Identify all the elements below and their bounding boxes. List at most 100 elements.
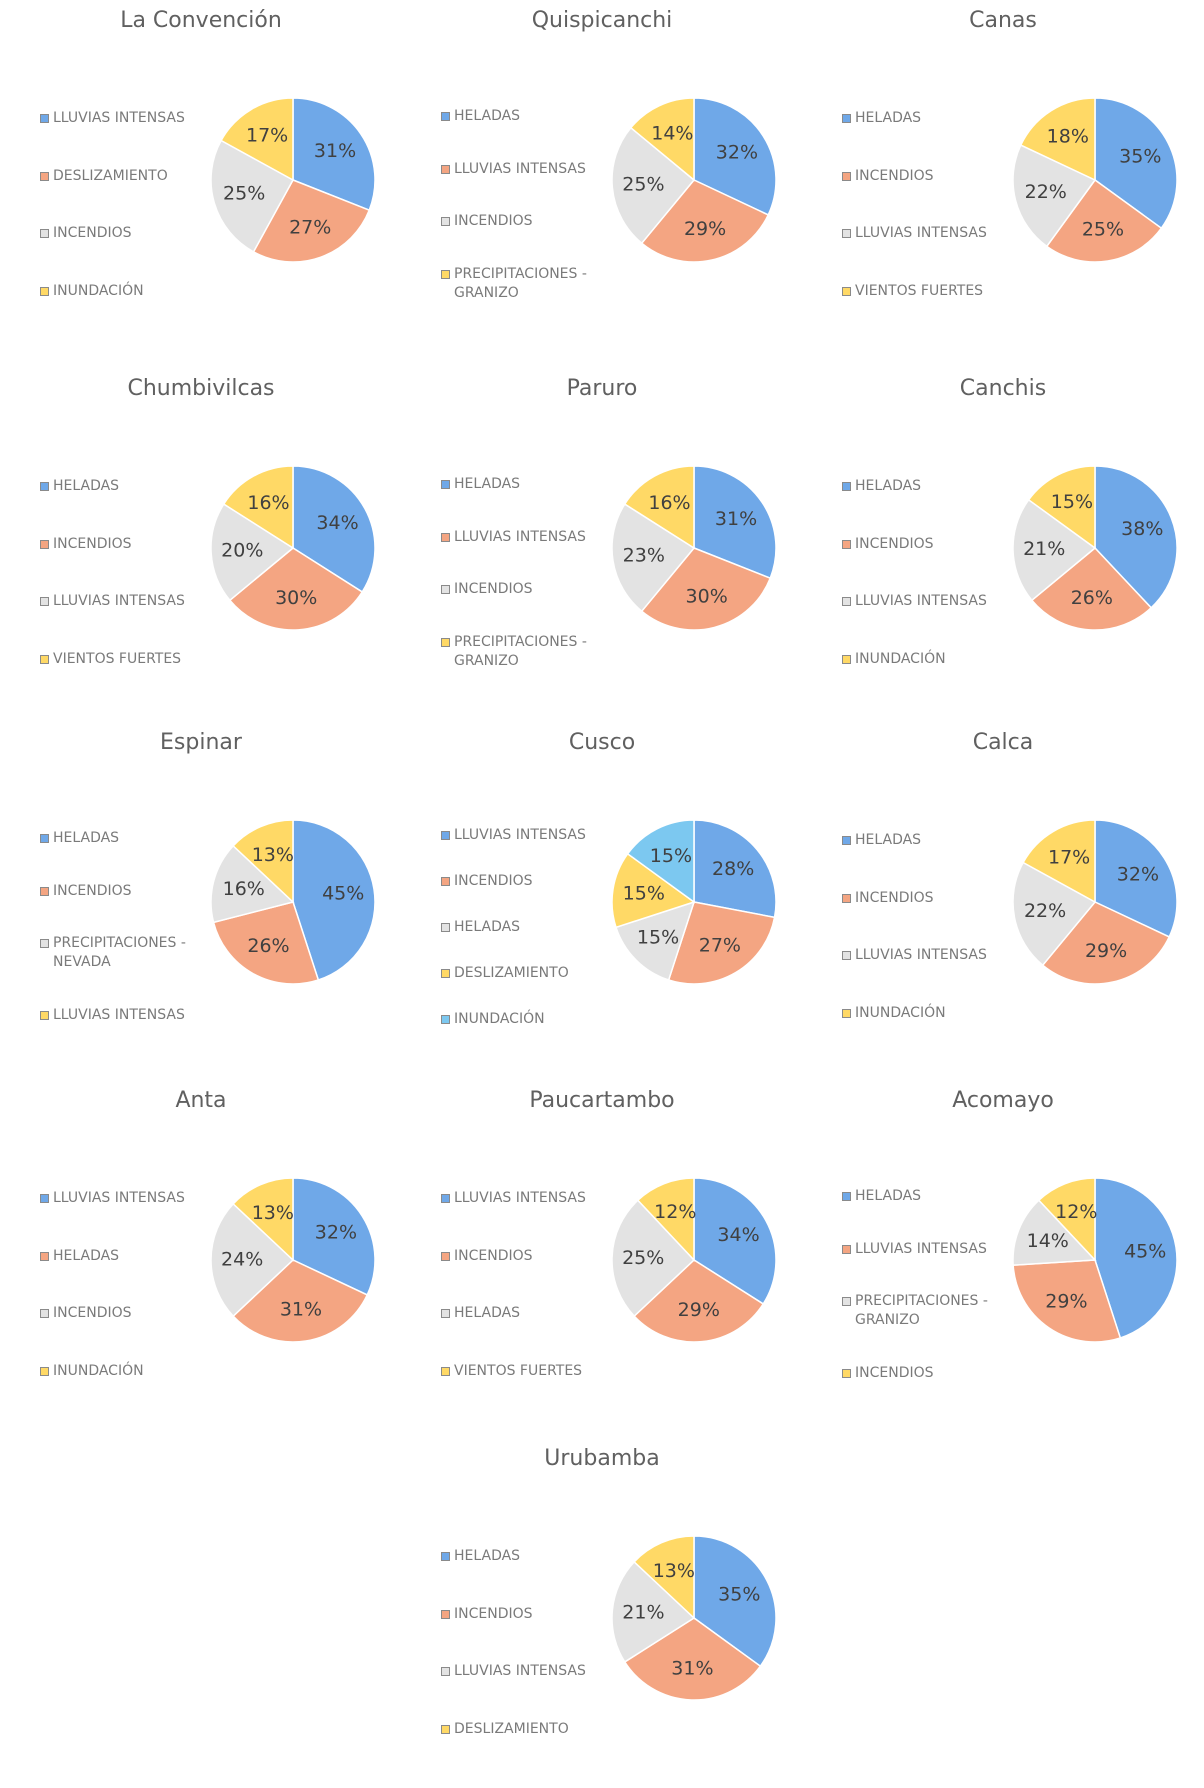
- data-label: 16%: [223, 878, 265, 900]
- pie-slice: [1094, 97, 1178, 230]
- data-label: 24%: [221, 1249, 263, 1271]
- legend: LLUVIAS INTENSAS DESLIZAMIENTO INCENDIOS IN…: [40, 90, 205, 320]
- legend-swatch: [40, 482, 49, 492]
- legend-swatch: [441, 585, 450, 595]
- data-label: 29%: [1045, 1291, 1087, 1313]
- legend-item: HELADAS: [441, 1304, 606, 1323]
- legend-label: VIENTOS FUERTES: [454, 1362, 583, 1379]
- legend-item: INCENDIOS: [842, 1364, 1007, 1383]
- legend-item: HELADAS: [842, 1187, 1007, 1206]
- legend-swatch: [40, 1366, 49, 1376]
- legend-label: VIENTOS FUERTES: [855, 282, 984, 299]
- pie-slice: [633, 1535, 695, 1620]
- legend-label: LLUVIAS INTENSAS: [53, 110, 185, 127]
- legend-item: LLUVIAS INTENSAS: [441, 1662, 606, 1681]
- data-label: 21%: [622, 1602, 664, 1624]
- legend-item: HELADAS: [842, 477, 1007, 496]
- legend-item: INCENDIOS: [441, 212, 606, 231]
- legend-swatch: [40, 654, 49, 664]
- data-label: 28%: [712, 858, 754, 880]
- pie-slice: [232, 819, 294, 904]
- legend-swatch: [441, 479, 450, 489]
- data-label: 31%: [314, 140, 356, 162]
- data-label: 17%: [246, 125, 288, 147]
- legend-item: LLUVIAS INTENSAS: [40, 1189, 205, 1208]
- pie-slice: [210, 503, 295, 602]
- legend-item: VIENTOS FUERTES: [441, 1362, 606, 1381]
- data-label: 20%: [221, 540, 263, 562]
- legend: LLUVIAS INTENSAS INCENDIOS HELADAS DESLIZAM…: [441, 812, 606, 1042]
- pie-slice: [611, 1199, 696, 1318]
- legend-label: PRECIPITACIONES - GRANIZO: [454, 634, 587, 670]
- legend-swatch: [842, 1244, 851, 1254]
- legend-swatch: [441, 164, 450, 174]
- legend-label: HELADAS: [53, 829, 120, 846]
- data-label: 31%: [715, 508, 757, 530]
- data-label: 16%: [648, 492, 690, 514]
- data-label: 35%: [718, 1583, 760, 1605]
- pie-slice: [640, 547, 772, 631]
- legend-swatch: [441, 1552, 450, 1562]
- data-label: 18%: [1047, 126, 1089, 148]
- pie: 31% 27% 25% 17%: [210, 97, 376, 263]
- legend-item: PRECIPITACIONES - GRANIZO: [441, 265, 606, 303]
- legend-item: PRECIPITACIONES - GRANIZO: [842, 1292, 1007, 1330]
- legend-item: INUNDACIÓN: [40, 282, 205, 301]
- legend-item: LLUVIAS INTENSAS: [40, 109, 205, 128]
- data-label: 31%: [280, 1299, 322, 1321]
- pie: 32% 29% 22% 17%: [1012, 819, 1178, 985]
- legend-swatch: [842, 836, 851, 846]
- data-label: 13%: [653, 1560, 695, 1582]
- legend-swatch: [441, 876, 450, 886]
- legend-swatch: [441, 638, 450, 648]
- legend-label: HELADAS: [855, 110, 922, 127]
- pie-slice: [1022, 819, 1096, 904]
- legend: LLUVIAS INTENSAS INCENDIOS HELADAS VIENTOS …: [441, 1170, 606, 1400]
- legend-swatch: [842, 1297, 851, 1307]
- legend-item: HELADAS: [40, 477, 205, 496]
- legend: HELADAS INCENDIOS LLUVIAS INTENSAS INUNDACI…: [842, 458, 1007, 688]
- data-label: 25%: [622, 1247, 664, 1269]
- chart-title: Canchis: [959, 376, 1047, 401]
- legend-item: INCENDIOS: [40, 535, 205, 554]
- chart-panel: Calca HELADAS INCENDIOS LLUVIAS INTENSAS INU…: [808, 722, 1198, 1072]
- pie: 38% 26% 21% 15%: [1012, 465, 1178, 631]
- legend-label: HELADAS: [855, 478, 922, 495]
- data-label: 26%: [247, 935, 289, 957]
- legend-item: HELADAS: [441, 107, 606, 126]
- legend-swatch: [441, 1251, 450, 1261]
- pie: 32% 31% 24% 13%: [210, 1177, 376, 1343]
- pie-slice: [1094, 465, 1178, 609]
- chart-title: Acomayo: [952, 1088, 1054, 1113]
- legend-swatch: [40, 1251, 49, 1261]
- data-label: 17%: [1048, 847, 1090, 869]
- chart-panel: Canchis HELADAS INCENDIOS LLUVIAS INTENSAS I…: [808, 368, 1198, 718]
- legend-label: INCENDIOS: [53, 535, 132, 552]
- legend-label: DESLIZAMIENTO: [53, 167, 168, 184]
- data-label: 32%: [1117, 863, 1159, 885]
- legend-swatch: [842, 171, 851, 181]
- pie-slice: [611, 126, 696, 245]
- data-label: 27%: [699, 934, 741, 956]
- pie-slice: [693, 465, 777, 580]
- data-label: 31%: [671, 1657, 713, 1679]
- chart-title: Paruro: [566, 376, 638, 401]
- legend-item: INUNDACIÓN: [40, 1362, 205, 1381]
- legend-label: LLUVIAS INTENSAS: [855, 593, 987, 610]
- pie: 32% 29% 25% 14%: [611, 97, 777, 263]
- legend-label: INUNDACIÓN: [855, 650, 946, 667]
- legend-item: LLUVIAS INTENSAS: [842, 592, 1007, 611]
- pie-slice: [693, 1535, 777, 1668]
- pie-slice: [292, 819, 376, 981]
- legend-swatch: [40, 229, 49, 239]
- pie-slice: [693, 819, 777, 919]
- legend-label: HELADAS: [454, 107, 521, 124]
- legend-swatch: [40, 1309, 49, 1319]
- pie-slice: [210, 139, 295, 253]
- pie-slice: [1019, 97, 1096, 182]
- pie-slice: [1094, 1177, 1178, 1339]
- chart-title: Canas: [969, 8, 1037, 33]
- legend-swatch: [441, 1014, 450, 1024]
- pie-slice: [232, 1259, 369, 1343]
- legend-item: INCENDIOS: [40, 882, 205, 901]
